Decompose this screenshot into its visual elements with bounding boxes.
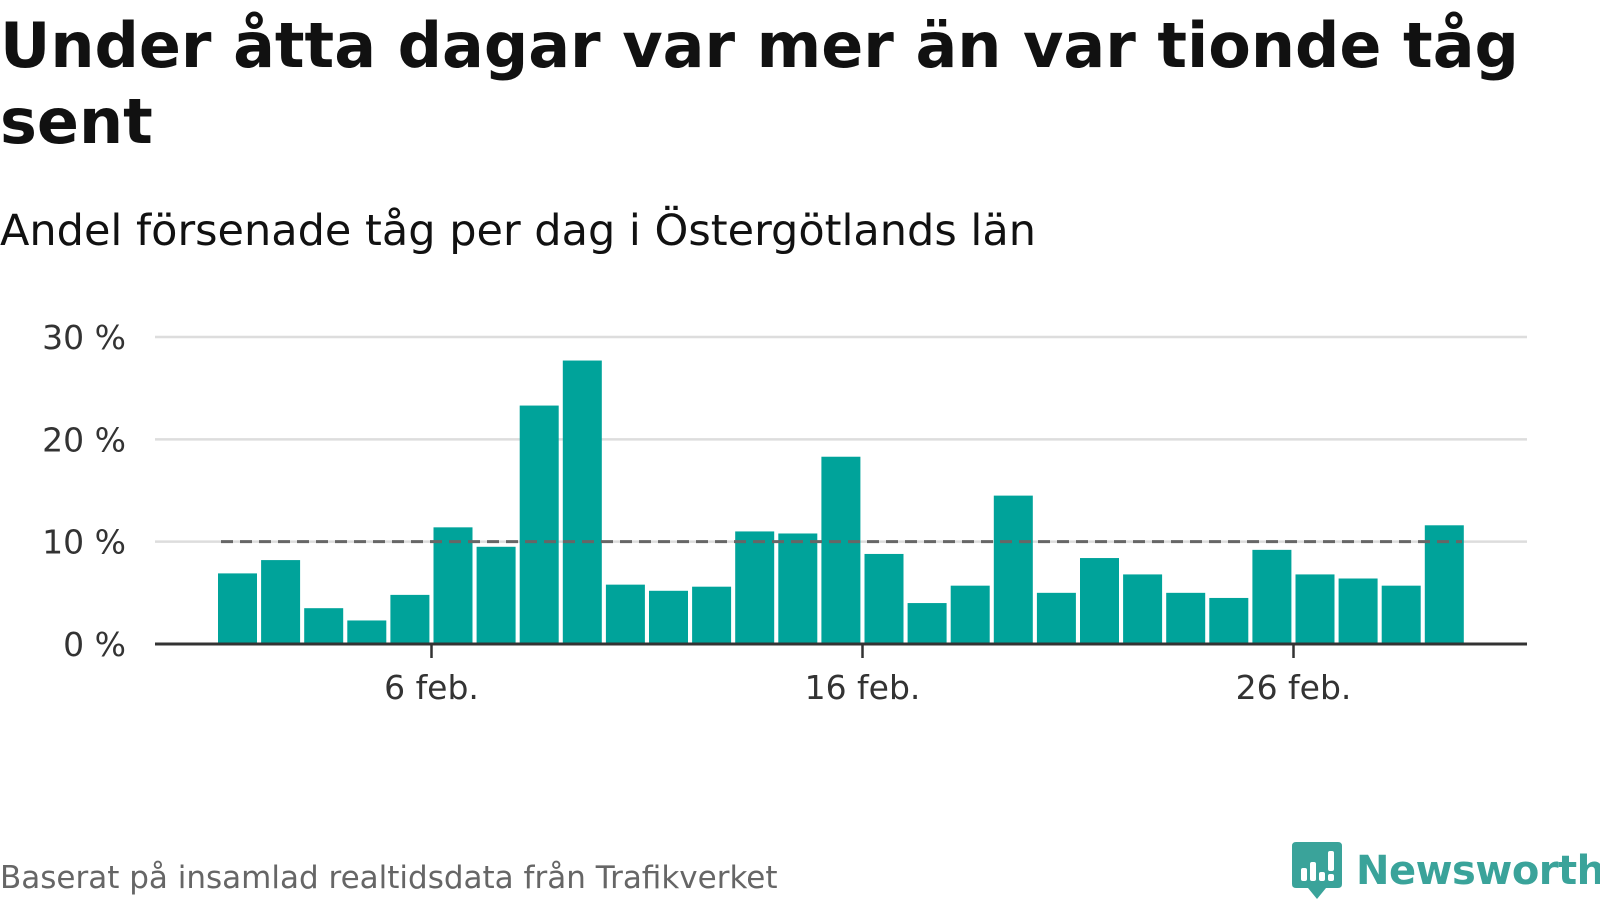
bar — [907, 603, 947, 644]
bar — [1338, 578, 1378, 644]
bar — [304, 608, 344, 644]
bar — [218, 573, 257, 644]
brand-name: Newsworthy — [1356, 848, 1600, 894]
bar — [993, 495, 1033, 644]
bar — [692, 586, 732, 644]
bar — [1080, 558, 1119, 644]
bar — [950, 585, 990, 644]
bar — [347, 620, 387, 644]
bar — [390, 594, 430, 644]
x-tick-label: 6 feb. — [384, 668, 479, 707]
y-tick-label: 20 % — [42, 420, 126, 459]
newsworthy-logo-icon — [1292, 842, 1342, 899]
bar — [864, 553, 904, 644]
bar — [1252, 549, 1292, 644]
y-tick-label: 30 % — [42, 318, 126, 357]
bar — [1295, 574, 1335, 644]
bar — [605, 584, 645, 644]
bar — [1166, 592, 1206, 644]
bar — [1424, 525, 1464, 644]
bar — [476, 546, 516, 644]
chart-subtitle: Andel försenade tåg per dag i Östergötla… — [0, 206, 1036, 256]
bar — [778, 533, 818, 644]
bar — [1036, 592, 1076, 644]
bar — [261, 560, 301, 644]
x-tick-label: 16 feb. — [805, 668, 921, 707]
x-tick-label: 26 feb. — [1236, 668, 1352, 707]
bar — [1123, 574, 1163, 644]
bar — [821, 456, 861, 644]
bar — [735, 531, 775, 644]
bar — [433, 527, 473, 644]
bar — [1209, 597, 1249, 644]
bar — [562, 360, 602, 644]
bar — [649, 590, 688, 644]
brand: Newsworthy — [1292, 842, 1600, 900]
chart-title: Under åtta dagar var mer än var tionde t… — [0, 9, 1519, 158]
y-tick-label: 0 % — [63, 625, 126, 664]
source-note: Baserat på insamlad realtidsdata från Tr… — [0, 860, 778, 896]
bar — [1381, 585, 1421, 644]
bar — [519, 405, 559, 644]
y-tick-label: 10 % — [42, 523, 126, 562]
bar-chart: 0 % 10 % 20 % 30 % 6 feb. 16 feb. 26 feb. — [42, 318, 1527, 707]
